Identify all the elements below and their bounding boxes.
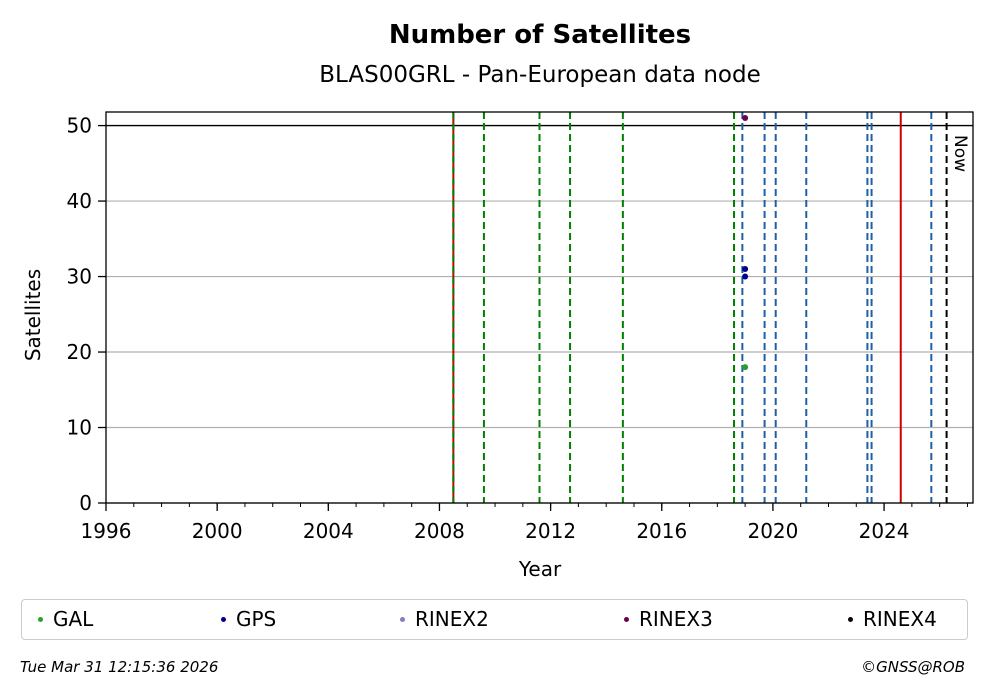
y-tick-label: 10 <box>67 416 92 440</box>
legend-item-rinex4: RINEX4 <box>848 606 937 632</box>
x-tick-label: 2020 <box>747 519 798 543</box>
y-tick-label: 30 <box>67 265 92 289</box>
legend-item-gal: GAL <box>38 606 93 632</box>
x-tick-label: 2004 <box>303 519 354 543</box>
y-tick-label: 40 <box>67 189 92 213</box>
x-axis-label: Year <box>518 557 562 581</box>
chart-title: Number of Satellites <box>389 20 691 50</box>
chart-subtitle: BLAS00GRL - Pan-European data node <box>319 62 760 88</box>
point-rinex3 <box>742 115 749 122</box>
legend-item-gps: GPS <box>221 606 276 632</box>
footer-timestamp: Tue Mar 31 12:15:36 2026 <box>20 658 219 676</box>
legend-label-rinex3: RINEX3 <box>639 607 713 631</box>
point-gps <box>742 273 749 280</box>
legend-marker-gps <box>221 616 226 622</box>
legend-marker-rinex4 <box>848 616 853 622</box>
legend-label-gal: GAL <box>53 607 94 631</box>
legend: GAL GPS RINEX2 RINEX3 RINEX4 <box>21 599 968 640</box>
y-tick-label: 50 <box>67 114 92 138</box>
point-gal <box>742 364 749 371</box>
x-tick-label: 2024 <box>859 519 910 543</box>
legend-marker-gal <box>38 616 43 622</box>
y-axis-label: Satellites <box>21 269 45 361</box>
y-tick-label: 20 <box>67 340 92 364</box>
legend-label-gps: GPS <box>236 607 277 631</box>
now-label: Now <box>950 135 970 172</box>
y-tick-label: 0 <box>79 491 92 515</box>
x-tick-label: 1996 <box>81 519 132 543</box>
legend-item-rinex2: RINEX2 <box>400 606 489 632</box>
x-tick-label: 2016 <box>636 519 687 543</box>
x-tick-label: 2000 <box>192 519 243 543</box>
x-tick-label: 2008 <box>414 519 465 543</box>
legend-marker-rinex3 <box>624 616 629 622</box>
plot-frame <box>105 111 974 504</box>
footer-credit: ©GNSS@ROB <box>861 658 965 676</box>
legend-item-rinex3: RINEX3 <box>624 606 713 632</box>
legend-marker-rinex2 <box>400 616 405 622</box>
x-tick-label: 2012 <box>525 519 576 543</box>
legend-label-rinex4: RINEX4 <box>863 607 937 631</box>
point-gps <box>742 266 749 273</box>
legend-label-rinex2: RINEX2 <box>415 607 489 631</box>
